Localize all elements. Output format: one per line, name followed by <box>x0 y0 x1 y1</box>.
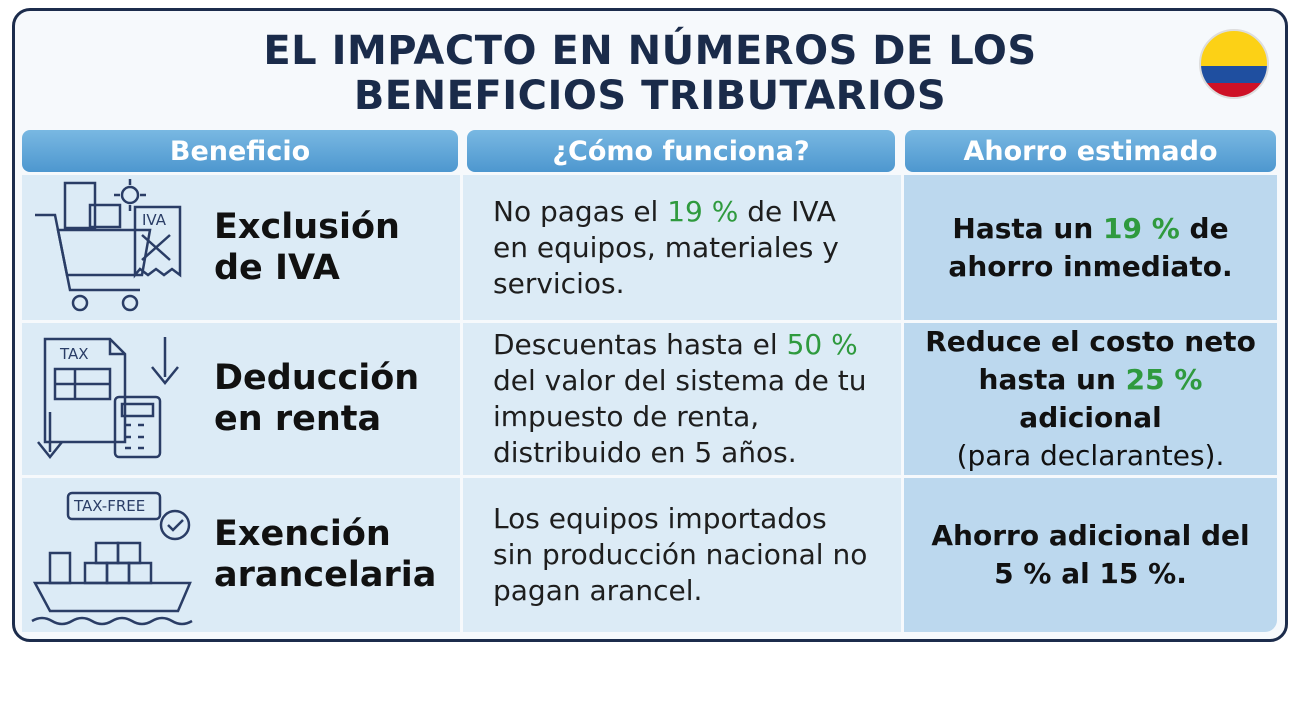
savings-text: Ahorro adicional del 5 % al 15 %. <box>921 517 1261 593</box>
highlight: 19 % <box>1103 211 1180 245</box>
highlight: 50 % <box>786 328 858 361</box>
text-segment: de ahorro inmediato. <box>948 211 1233 283</box>
icon-label: IVA <box>142 211 167 229</box>
benefit: Deducción en renta <box>214 358 420 439</box>
how-cell: Descuentas hasta el 50 % del valor del s… <box>463 323 901 475</box>
savings-text: Hasta un 19 % de ahorro inmediato. <box>921 210 1261 286</box>
column-header: Ahorro estimado <box>905 130 1276 172</box>
text-segment: del valor del sistema de tu impuesto de … <box>493 364 867 469</box>
benefit: Exclusión de IVA <box>214 206 400 288</box>
text-segment: adicional <box>1019 401 1162 434</box>
icon: IVA <box>35 179 182 312</box>
how-text: Descuentas hasta el 50 % del valor del s… <box>463 327 873 471</box>
text-segment: Ahorro adicional del 5 % al 15 %. <box>931 519 1250 590</box>
text-segment: Los equipos importados sin producción na… <box>493 502 868 607</box>
title-line: BENEFICIOS TRIBUTARIOS <box>353 73 947 119</box>
title-line: EL IMPACTO EN NÚMEROS DE LOS <box>263 28 1037 74</box>
column-header: Beneficio <box>22 130 458 172</box>
note: (para declarantes). <box>956 439 1225 472</box>
text-segment: Descuentas hasta el <box>493 328 787 361</box>
highlight: 19 % <box>667 194 739 228</box>
icon: TAX-FREE <box>31 491 193 625</box>
icon: TAX <box>37 336 179 459</box>
how-text: Los equipos importados sin producción na… <box>463 501 873 609</box>
column-header: ¿Cómo funciona? <box>467 130 895 172</box>
text-segment: No pagas el <box>493 194 668 228</box>
savings-text: Reduce el costo neto hasta un 25 % adici… <box>921 323 1261 475</box>
savings-cell: Reduce el costo neto hasta un 25 % adici… <box>904 323 1277 475</box>
savings-cell: Hasta un 19 % de ahorro inmediato. <box>904 175 1277 320</box>
icon-label: TAX-FREE <box>73 497 145 515</box>
how-cell: No pagas el 19 % de IVA en equipos, mate… <box>463 175 901 320</box>
how-text: No pagas el 19 % de IVA en equipos, mate… <box>463 194 873 302</box>
colombia-flag <box>1199 29 1269 99</box>
text-segment: Hasta un <box>952 211 1104 245</box>
text-segment: de IVA en equipos, materiales y servicio… <box>493 194 839 300</box>
text-segment: Reduce el costo neto hasta un <box>925 325 1256 396</box>
highlight: 25 % <box>1125 363 1203 396</box>
savings-cell: Ahorro adicional del 5 % al 15 %. <box>904 478 1277 632</box>
benefit: Exención arancelaria <box>214 514 437 595</box>
how-cell: Los equipos importados sin producción na… <box>463 478 901 632</box>
icon-label: TAX <box>59 345 89 363</box>
